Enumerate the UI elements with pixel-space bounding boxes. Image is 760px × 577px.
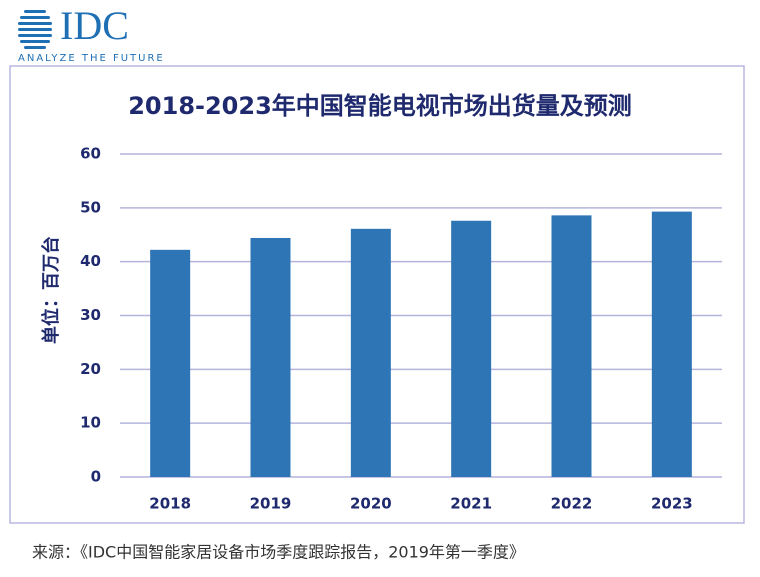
y-tick-label: 10 xyxy=(80,414,101,432)
y-tick-label: 60 xyxy=(80,145,101,163)
y-tick-label: 0 xyxy=(91,468,101,486)
logo-globe xyxy=(18,10,52,49)
x-tick-label: 2018 xyxy=(149,495,191,513)
x-tick-label: 2020 xyxy=(350,495,392,513)
bar xyxy=(451,220,492,477)
chart-title: 2018-2023年中国智能电视市场出货量及预测 xyxy=(128,92,632,120)
y-axis-label: 单位：百万台 xyxy=(40,236,62,344)
y-tick-label: 40 xyxy=(80,252,101,270)
x-tick-label: 2019 xyxy=(250,495,292,513)
y-tick-label: 50 xyxy=(80,198,101,216)
bar xyxy=(150,249,191,477)
bar xyxy=(651,211,692,477)
x-tick-label: 2022 xyxy=(551,495,593,513)
logo-tagline: ANALYZE THE FUTURE xyxy=(18,53,165,64)
x-tick-label: 2021 xyxy=(450,495,492,513)
y-tick-label: 20 xyxy=(80,360,101,378)
bar xyxy=(551,215,592,477)
chart-frame xyxy=(9,65,745,524)
plot: 0 10 20 30 40 50 60 2018 2019 2020 2021 2022 2023 xyxy=(80,145,722,513)
source-note: 来源：《IDC中国智能家居设备市场季度跟踪报告，2019年第一季度》 xyxy=(32,543,525,562)
bar xyxy=(350,228,391,477)
bar xyxy=(250,237,291,477)
y-tick-label: 30 xyxy=(80,306,101,324)
logo-name: IDC xyxy=(60,3,129,48)
x-tick-label: 2023 xyxy=(651,495,693,513)
